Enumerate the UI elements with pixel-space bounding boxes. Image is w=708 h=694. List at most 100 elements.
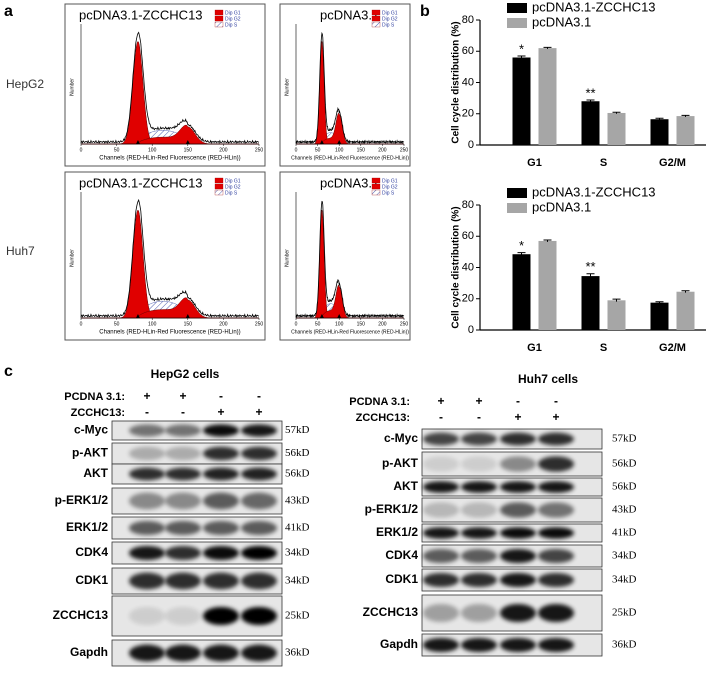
error-bar xyxy=(681,114,690,117)
x-tick-label: G2/M xyxy=(659,157,686,169)
size-label: 41kD xyxy=(285,522,310,534)
x-tick-label: 250 xyxy=(255,321,264,327)
y-tick-label: 0 xyxy=(468,324,474,336)
band xyxy=(538,527,574,539)
band xyxy=(423,572,459,588)
band xyxy=(165,644,201,662)
x-tick-label: 0 xyxy=(80,147,83,153)
histogram-outline xyxy=(80,31,260,144)
error-bar xyxy=(586,273,595,279)
size-label: 56kD xyxy=(285,447,310,459)
size-label: 41kD xyxy=(612,527,637,539)
legend-label: pcDNA3.1 xyxy=(532,14,591,29)
protein-label: CDK4 xyxy=(75,545,108,559)
protein-label: CDK4 xyxy=(385,548,418,562)
band xyxy=(538,502,574,518)
condition-sign: + xyxy=(514,410,521,424)
x-tick-label: 200 xyxy=(378,321,387,327)
row-label: Huh7 xyxy=(6,244,35,258)
band xyxy=(165,520,201,536)
condition-sign: + xyxy=(552,410,559,424)
x-tick-label: 100 xyxy=(148,321,157,327)
size-label: 34kD xyxy=(285,547,310,559)
band xyxy=(203,467,239,481)
size-label: 34kD xyxy=(612,574,637,586)
x-tick-label: 250 xyxy=(255,147,264,153)
peak-marker xyxy=(185,140,190,144)
bar xyxy=(607,112,626,145)
band xyxy=(461,456,497,472)
legend-swatch xyxy=(214,9,224,16)
flow-title: pcDNA3.1-ZCCHC13 xyxy=(79,175,203,190)
legend-label: Dip S xyxy=(225,190,238,196)
x-tick-label: 100 xyxy=(335,321,344,327)
band xyxy=(538,456,574,472)
error-bar xyxy=(612,298,621,302)
condition-sign: + xyxy=(475,394,482,408)
band xyxy=(129,572,165,590)
peak-marker xyxy=(185,314,190,318)
band xyxy=(129,607,165,625)
panel-label: a xyxy=(4,3,13,20)
legend-label: Dip G1 xyxy=(382,178,398,184)
condition-sign: - xyxy=(516,394,520,408)
error-bar xyxy=(655,301,664,304)
flow-title: pcDNA3.1 xyxy=(320,175,379,190)
legend-label: pcDNA3.1-ZCCHC13 xyxy=(532,0,656,14)
band xyxy=(241,467,277,481)
band xyxy=(203,545,239,561)
size-label: 56kD xyxy=(612,458,637,470)
band xyxy=(241,572,277,590)
band xyxy=(129,644,165,662)
band xyxy=(500,456,536,472)
panel-label: b xyxy=(420,3,430,20)
error-bar xyxy=(517,55,526,60)
band xyxy=(165,446,201,461)
y-tick-label: 0 xyxy=(468,139,474,151)
band xyxy=(129,492,165,510)
x-tick-label: S xyxy=(600,157,607,169)
band xyxy=(500,548,536,564)
x-axis-label: Channels (RED-HLin-Red Fluorescence (RED… xyxy=(291,329,409,335)
band xyxy=(461,572,497,588)
condition-sign: - xyxy=(219,389,223,403)
band xyxy=(203,520,239,536)
x-tick-label: 100 xyxy=(335,147,344,153)
legend-swatch xyxy=(371,15,381,22)
band xyxy=(538,548,574,564)
x-tick-label: G1 xyxy=(527,157,542,169)
condition-sign: - xyxy=(477,410,481,424)
band xyxy=(500,432,536,446)
band xyxy=(461,637,497,653)
x-tick-label: 0 xyxy=(295,321,298,327)
y-tick-label: 60 xyxy=(462,45,474,57)
condition-sign: + xyxy=(179,389,186,403)
size-label: 43kD xyxy=(612,504,637,516)
condition-label: ZCCHC13: xyxy=(71,407,125,419)
flow-title: pcDNA3.1-ZCCHC13 xyxy=(79,7,203,22)
protein-label: ERK1/2 xyxy=(376,525,418,539)
protein-label: AKT xyxy=(83,466,108,480)
band xyxy=(500,572,536,588)
band xyxy=(129,446,165,461)
legend-label: Dip S xyxy=(382,190,395,196)
x-tick-label: 200 xyxy=(219,321,228,327)
y-tick-label: 20 xyxy=(462,293,474,305)
bar xyxy=(538,240,557,330)
y-tick-label: 40 xyxy=(462,261,474,273)
x-tick-label: 50 xyxy=(114,321,120,327)
protein-label: AKT xyxy=(393,479,418,493)
x-tick-label: 100 xyxy=(148,147,157,153)
band xyxy=(203,424,239,437)
band xyxy=(241,424,277,437)
band xyxy=(241,492,277,510)
error-bar xyxy=(543,46,552,49)
legend-swatch xyxy=(214,183,224,190)
band xyxy=(423,604,459,622)
legend-label: Dip G2 xyxy=(225,16,241,22)
protein-label: Gapdh xyxy=(70,645,108,659)
peak-marker xyxy=(337,140,342,144)
size-label: 34kD xyxy=(612,550,637,562)
band xyxy=(423,548,459,564)
